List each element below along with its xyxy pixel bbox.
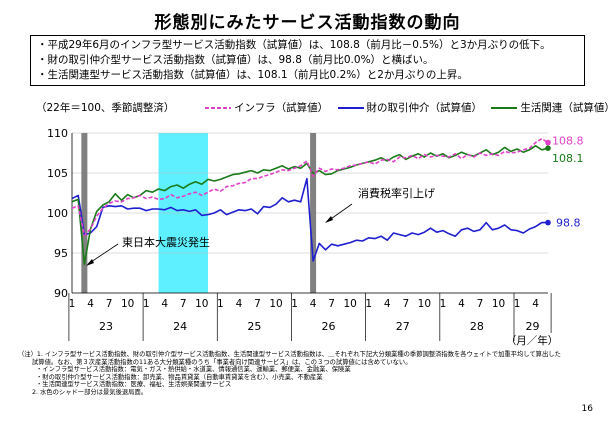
x-tick-label: 4 — [532, 298, 539, 310]
series-line-infra — [71, 137, 549, 237]
summary-box: ・平成29年6月のインフラ型サービス活動指数（試算値）は、108.8（前月比－0… — [30, 35, 585, 86]
footnote-line: ・財の取引仲介型サービス活動指数：卸売業、物品賃貸業（自動車賃貸業を含む）、小売… — [36, 373, 323, 381]
legend-item-infra: インフラ（試算値） — [205, 100, 328, 115]
legend-item-living: 生活関連（試算値） — [491, 100, 615, 115]
x-tick-label: 7 — [328, 298, 335, 310]
x-tick-label: 10 — [492, 298, 505, 310]
footnote-line: 2. 水色のシャドー部分は景気後退局面。 — [32, 388, 148, 396]
legend-item-trade: 財の取引仲介（試算値） — [337, 100, 483, 115]
x-tick-label: 1 — [143, 298, 150, 310]
y-tick-label: 105 — [47, 167, 68, 180]
legend-swatch-infra — [205, 106, 231, 109]
series-endpoint-trade — [545, 219, 551, 226]
year-label: 27 — [396, 320, 410, 333]
x-tick-label: 4 — [384, 298, 391, 310]
year-label: 29 — [526, 320, 540, 333]
legend-label-trade: 財の取引仲介（試算値） — [366, 102, 483, 114]
y-tick-label: 95 — [54, 247, 68, 260]
series-endpoint-infra — [545, 139, 551, 146]
year-label: 23 — [99, 320, 113, 333]
x-tick-label: 1 — [69, 298, 76, 310]
footnote-line: 試算値。なお、第３次産業活動指数の11ある大分類業種のうち「事業者向け関連サービ… — [32, 358, 412, 366]
legend-label-infra: インフラ（試算値） — [234, 102, 329, 114]
x-tick-label: 10 — [195, 298, 208, 310]
x-tick-label: 4 — [87, 298, 94, 310]
series-line-trade — [71, 177, 548, 262]
y-tick-label: 100 — [47, 207, 68, 220]
x-tick-label: 1 — [440, 298, 447, 310]
page-number: 16 — [581, 404, 593, 414]
legend-swatch-trade — [337, 106, 364, 109]
x-tick-label: 1 — [291, 298, 298, 310]
end-label-infra: 108.8 — [552, 135, 584, 148]
year-label: 26 — [322, 320, 336, 333]
year-label: 24 — [173, 320, 187, 333]
y-tick-label: 90 — [54, 287, 68, 300]
series-endpoint-living — [545, 145, 551, 151]
legend-swatch-living — [491, 106, 518, 109]
annotation-arrowhead — [86, 259, 94, 266]
event-bar — [81, 133, 88, 293]
base-note: （22年＝100、季節調整済） — [36, 102, 175, 114]
x-tick-label: 7 — [180, 298, 187, 310]
x-tick-label: 7 — [106, 298, 113, 310]
x-tick-label: 7 — [402, 298, 409, 310]
annotation-earthquake: 東日本大震災発生 — [122, 235, 210, 249]
x-tick-label: 10 — [269, 298, 282, 310]
x-tick-label: 10 — [418, 298, 431, 310]
x-tick-label: 1 — [514, 298, 521, 310]
summary-line-living: ・生活関連型サービス活動指数（試算値）は、108.1（前月比0.2%）と2か月ぶ… — [37, 69, 468, 81]
x-tick-label: 10 — [343, 298, 356, 310]
annotation-tax: 消費税率引上げ — [358, 186, 435, 200]
annotation-arrow — [87, 243, 119, 265]
footnote-line: （注）1. インフラ型サービス活動指数、財の取引仲介型サービス活動指数、生活関連… — [18, 351, 561, 358]
y-tick-label: 110 — [47, 127, 68, 140]
x-tick-label: 4 — [236, 298, 243, 310]
event-bar — [310, 133, 317, 293]
x-tick-label: 10 — [121, 298, 134, 310]
page-title: 形態別にみたサービス活動指数の動向 — [154, 13, 461, 33]
footnotes: （注）1. インフラ型サービス活動指数、財の取引仲介型サービス活動指数、生活関連… — [18, 351, 588, 397]
x-tick-label: 1 — [365, 298, 372, 310]
summary-line-trade: ・財の取引仲介型サービス活動指数（試算値）は、98.8（前月比0.0%）と横ばい… — [37, 54, 434, 66]
x-unit-label: （月／年） — [506, 334, 559, 347]
annotation-arrowhead — [325, 216, 333, 223]
x-tick-label: 4 — [458, 298, 465, 310]
legend-label-living: 生活関連（試算値） — [520, 102, 615, 114]
x-tick-label: 7 — [254, 298, 261, 310]
end-label-trade: 98.8 — [556, 217, 581, 230]
year-label: 28 — [470, 320, 484, 333]
summary-line-infra: ・平成29年6月のインフラ型サービス活動指数（試算値）は、108.8（前月比－0… — [37, 39, 551, 51]
footnote-line: ・生活関連型サービス活動指数：医療、福祉、生活娯楽関連サービス — [36, 381, 232, 389]
x-tick-label: 4 — [310, 298, 317, 310]
end-label-living: 108.1 — [552, 152, 584, 165]
legend: インフラ（試算値） 財の取引仲介（試算値） 生活関連（試算値） — [205, 100, 615, 115]
footnote-line: ・インフラ型サービス活動指数：電気・ガス・熱供給・水道業、情報通信業、運輸業、郵… — [36, 366, 351, 374]
x-tick-label: 1 — [217, 298, 224, 310]
year-label: 25 — [247, 320, 261, 333]
x-tick-label: 7 — [477, 298, 484, 310]
x-tick-label: 4 — [161, 298, 168, 310]
